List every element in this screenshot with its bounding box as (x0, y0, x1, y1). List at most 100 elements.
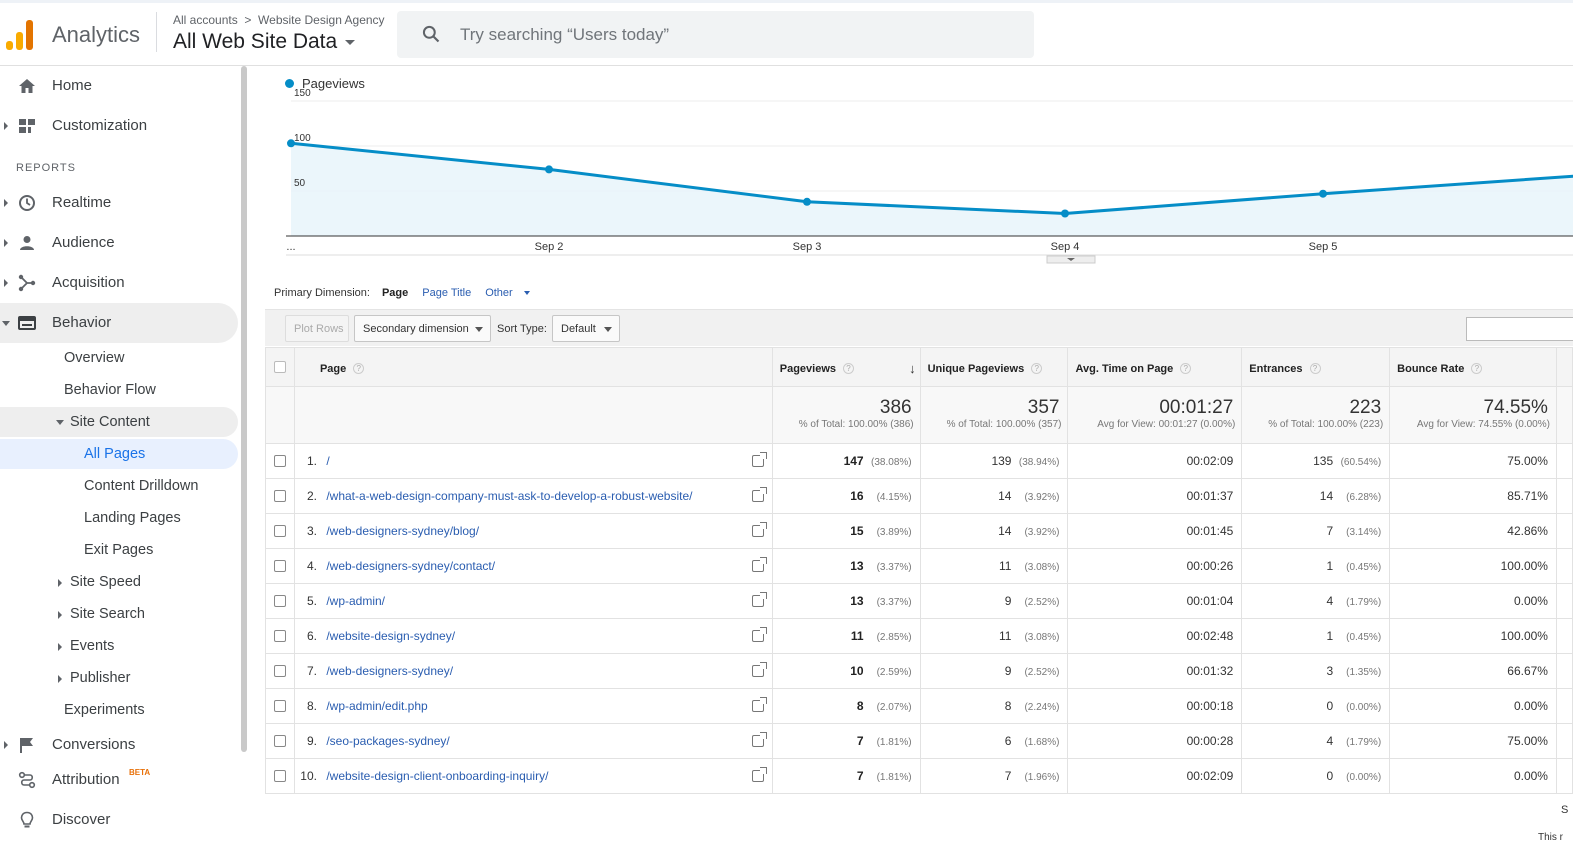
external-link-icon[interactable] (751, 452, 767, 467)
page-link[interactable]: /seo-packages-sydney/ (326, 734, 450, 748)
sidebar-item-experiments[interactable]: Experiments (0, 695, 238, 725)
acquisition-icon (18, 274, 36, 292)
sidebar-item-acquisition[interactable]: Acquisition (0, 263, 238, 303)
external-link-icon[interactable] (751, 592, 767, 607)
external-link-icon[interactable] (751, 557, 767, 572)
column-header-bounce-rate[interactable]: Bounce Rate? (1389, 347, 1557, 387)
sidebar-item-landing-pages[interactable]: Landing Pages (0, 503, 238, 533)
sidebar-item-behavior-flow[interactable]: Behavior Flow (0, 375, 238, 405)
total-value: 00:01:27 (1159, 397, 1234, 418)
sidebar-scrollbar[interactable] (241, 66, 247, 752)
search-input[interactable]: Try searching “Users today” (460, 25, 670, 44)
row-checkbox[interactable] (273, 560, 286, 572)
column-header-entrances[interactable]: Entrances? (1241, 347, 1391, 387)
page-link[interactable]: /web-designers-sydney/ (326, 664, 454, 678)
column-header-page[interactable]: Page? (293, 347, 773, 387)
sidebar-item-events[interactable]: Events (0, 631, 238, 661)
avg-time-value: 00:01:32 (1186, 664, 1234, 678)
sidebar-item-site-search[interactable]: Site Search (0, 599, 238, 629)
external-link-icon[interactable] (751, 627, 767, 642)
row-checkbox[interactable] (273, 455, 286, 467)
sidebar-item-label: Landing Pages (84, 510, 181, 526)
sidebar-item-customization[interactable]: Customization (0, 106, 238, 146)
external-link-icon[interactable] (751, 697, 767, 712)
external-link-icon[interactable] (751, 767, 767, 782)
select-all-checkbox[interactable] (273, 361, 286, 373)
dimension-page[interactable]: Page (381, 287, 409, 299)
avg-time-cell: 00:02:09 (1067, 758, 1243, 794)
sidebar-item-publisher[interactable]: Publisher (0, 663, 238, 693)
row-select-cell (265, 723, 295, 759)
entrances-percent: (1.35%) (1346, 667, 1382, 678)
row-checkbox[interactable] (273, 630, 286, 642)
analytics-logo-icon[interactable] (6, 18, 36, 50)
help-icon[interactable]: ? (353, 363, 365, 374)
external-link-icon[interactable] (751, 522, 767, 537)
sidebar-item-content-drilldown[interactable]: Content Drilldown (0, 471, 238, 501)
page-link[interactable]: /website-design-sydney/ (326, 629, 456, 643)
page-link[interactable]: /website-design-client-onboarding-inquir… (326, 769, 549, 783)
sidebar-item-site-content[interactable]: Site Content (0, 407, 238, 437)
sidebar-item-attribution[interactable]: Attribution BETA (0, 760, 238, 800)
sidebar-item-exit-pages[interactable]: Exit Pages (0, 535, 238, 565)
sidebar-item-home[interactable]: Home (0, 66, 238, 106)
dimension-page-title[interactable]: Page Title (422, 287, 472, 299)
sidebar-item-all-pages[interactable]: All Pages (0, 439, 238, 469)
sidebar-item-label: All Pages (84, 446, 146, 462)
secondary-dimension-dropdown[interactable]: Secondary dimension (354, 315, 491, 342)
entrances-percent: (1.79%) (1346, 737, 1382, 748)
page-link[interactable]: /wp-admin/edit.php (326, 699, 428, 713)
help-icon[interactable]: ? (1180, 363, 1192, 374)
search-box[interactable]: Try searching “Users today” (397, 11, 1034, 58)
entrances-value: 4 (1326, 594, 1334, 608)
footer-text: S (1561, 804, 1569, 816)
row-checkbox[interactable] (273, 595, 286, 607)
chevron-right-icon (58, 579, 62, 587)
table-filter-input[interactable] (1466, 317, 1573, 341)
column-header-avg-time[interactable]: Avg. Time on Page? (1067, 347, 1243, 387)
row-checkbox[interactable] (273, 770, 286, 782)
page-link[interactable]: /web-designers-sydney/blog/ (326, 524, 480, 538)
sidebar-item-realtime[interactable]: Realtime (0, 183, 238, 223)
unique-pageviews-cell: 9 (2.52%) (919, 583, 1069, 619)
dimension-other[interactable]: Other (485, 287, 538, 299)
sidebar-item-behavior[interactable]: Behavior (0, 303, 238, 343)
row-checkbox[interactable] (273, 490, 286, 502)
row-checkbox[interactable] (273, 665, 286, 677)
plot-rows-button[interactable]: Plot Rows (285, 315, 349, 342)
page-link[interactable]: / (326, 454, 330, 468)
row-checkbox[interactable] (273, 700, 286, 712)
external-link-icon[interactable] (751, 487, 767, 502)
breadcrumb[interactable]: All accounts > Website Design Agency (173, 13, 385, 27)
help-icon[interactable]: ? (1031, 363, 1043, 374)
sidebar-item-conversions[interactable]: Conversions (0, 725, 238, 765)
column-header-pageviews[interactable]: Pageviews? ↓ (771, 347, 921, 387)
external-link-icon[interactable] (751, 732, 767, 747)
row-select-cell (265, 688, 295, 724)
row-checkbox[interactable] (273, 735, 286, 747)
sidebar-item-overview[interactable]: Overview (0, 343, 238, 373)
sidebar-item-audience[interactable]: Audience (0, 223, 238, 263)
page-link[interactable]: /wp-admin/ (326, 594, 385, 608)
table-row: 4. /web-designers-sydney/contact/13 (3.37… (265, 548, 1573, 584)
page-cell: 3. /web-designers-sydney/blog/ (293, 513, 773, 549)
help-icon[interactable]: ? (1471, 363, 1483, 374)
property-selector[interactable]: All Web Site Data (173, 30, 356, 54)
x-tick-label: ... (286, 241, 295, 253)
sidebar-item-discover[interactable]: Discover (0, 800, 238, 840)
external-link-icon[interactable] (751, 662, 767, 677)
sidebar-item-site-speed[interactable]: Site Speed (0, 567, 238, 597)
help-icon[interactable]: ? (1309, 363, 1321, 374)
entrances-value: 4 (1326, 734, 1334, 748)
page-link[interactable]: /web-designers-sydney/contact/ (326, 559, 496, 573)
sort-descending-icon[interactable]: ↓ (909, 361, 916, 376)
footer-note: This r (1538, 832, 1563, 843)
row-checkbox[interactable] (273, 525, 286, 537)
help-icon[interactable]: ? (843, 363, 855, 374)
column-header-unique-pageviews[interactable]: Unique Pageviews? (919, 347, 1069, 387)
pageviews-cell: 8 (2.07%) (771, 688, 921, 724)
table-row: 2. /what-a-web-design-company-must-ask-t… (265, 478, 1573, 514)
sort-type-dropdown[interactable]: Default (552, 315, 620, 342)
avg-time-cell: 00:01:37 (1067, 478, 1243, 514)
page-link[interactable]: /what-a-web-design-company-must-ask-to-d… (326, 489, 693, 503)
